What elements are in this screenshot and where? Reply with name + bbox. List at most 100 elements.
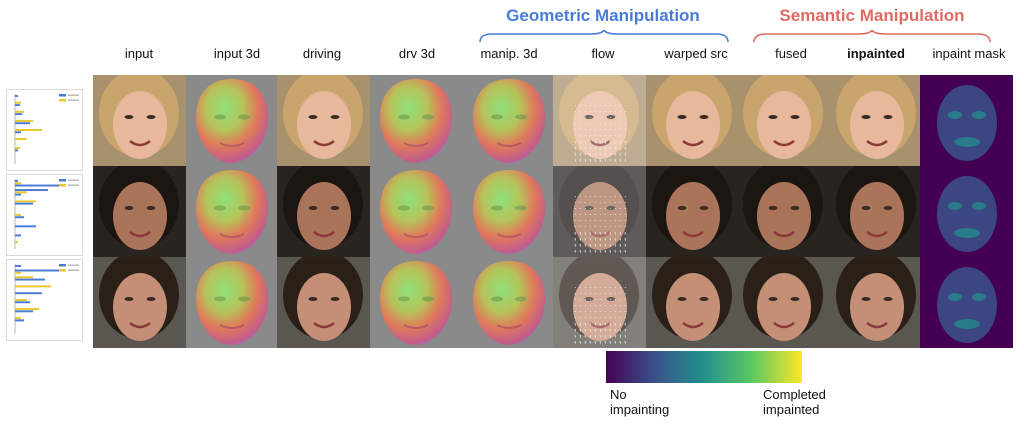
- flow-vector: [584, 298, 586, 301]
- flow-vector: [579, 158, 581, 162]
- mouth: [682, 230, 704, 238]
- result-grid: [93, 75, 1024, 348]
- mask-face: [937, 267, 997, 343]
- mouth: [313, 321, 335, 329]
- grid-cell-mesh: [370, 75, 463, 166]
- chart-bar: [15, 299, 27, 301]
- eye: [699, 115, 709, 119]
- grid-cell-face: [830, 166, 923, 257]
- column-label-fused: fused: [775, 46, 807, 61]
- mouth: [313, 230, 335, 238]
- colorbar-low-line2: impainting: [610, 402, 670, 417]
- flow-vector: [574, 152, 576, 156]
- flow-vector: [624, 328, 626, 332]
- flow-vector: [579, 122, 581, 125]
- mouth: [129, 321, 151, 329]
- flow-vector: [614, 304, 616, 307]
- chart-legend-swatch: [59, 264, 66, 267]
- grid-cell-mesh: [186, 257, 279, 348]
- flow-vector: [589, 122, 591, 125]
- mesh-head: [473, 261, 545, 345]
- flow-vector: [574, 334, 576, 338]
- face-image: [93, 75, 186, 166]
- column-label-input: input: [124, 46, 154, 61]
- mouth: [773, 321, 795, 329]
- flow-vector: [604, 116, 606, 119]
- flow-vector: [584, 334, 586, 338]
- mesh-eye: [491, 296, 503, 302]
- eye: [699, 297, 709, 301]
- mesh-eye: [398, 205, 410, 211]
- flow-vector: [579, 340, 581, 344]
- flow-vector: [604, 213, 606, 216]
- flow-vector: [614, 316, 616, 319]
- flow-vector: [589, 316, 591, 319]
- mesh-mouth: [403, 324, 429, 329]
- flow-vector: [624, 207, 626, 210]
- grid-cell-mesh: [186, 75, 279, 166]
- flow-vector: [609, 134, 611, 137]
- flow-vector: [594, 104, 596, 107]
- chart-legend-text: [68, 184, 79, 186]
- flow-vector: [624, 292, 626, 295]
- flow-vector: [599, 249, 601, 253]
- flow-vector: [574, 201, 576, 204]
- eye: [584, 115, 594, 119]
- flow-vector: [614, 104, 616, 107]
- flow-vector: [574, 328, 576, 332]
- eye: [124, 206, 134, 210]
- flow-vector: [574, 298, 576, 301]
- chart-legend-text: [68, 99, 79, 101]
- mesh-image: [186, 75, 279, 166]
- flow-vector: [609, 116, 611, 119]
- flow-vector: [574, 249, 576, 253]
- flow-vector: [599, 225, 601, 228]
- face: [113, 182, 167, 250]
- eye: [308, 206, 318, 210]
- flow-vector: [579, 146, 581, 150]
- eye: [861, 206, 871, 210]
- face: [757, 273, 811, 341]
- flow-vector: [574, 122, 576, 125]
- flow-vector: [614, 286, 616, 289]
- face: [573, 273, 627, 341]
- flow-vector: [614, 322, 616, 326]
- chart-bar: [15, 122, 30, 125]
- semantic-brace: [753, 30, 991, 43]
- mesh-head: [473, 79, 545, 163]
- mesh-eye: [398, 296, 410, 302]
- flow-vector: [624, 213, 626, 216]
- mouth: [682, 139, 704, 147]
- eye: [790, 115, 800, 119]
- flow-vector: [609, 286, 611, 289]
- mesh-eye: [214, 114, 226, 120]
- chart-bar: [15, 216, 24, 219]
- face-image: [277, 166, 370, 257]
- flow-vector: [619, 146, 621, 150]
- face-image: [830, 166, 923, 257]
- face: [113, 91, 167, 159]
- grid-cell-face: [93, 257, 186, 348]
- flow-vector: [599, 322, 601, 326]
- mask-eye: [972, 293, 986, 301]
- face-image: [737, 257, 830, 348]
- mesh-image: [463, 257, 556, 348]
- flow-vector: [584, 286, 586, 289]
- flow-vector: [604, 207, 606, 210]
- flow-vector: [609, 310, 611, 313]
- colorbar-high-line2: impainted: [763, 402, 820, 417]
- flow-vector: [614, 146, 616, 150]
- column-label-flow: flow: [591, 46, 615, 61]
- flow-vector: [614, 128, 616, 131]
- flow-vector: [599, 116, 601, 119]
- grid-cell-face: [93, 166, 186, 257]
- chart-bar: [15, 225, 36, 228]
- flow-vector: [594, 201, 596, 204]
- flow-vector: [604, 334, 606, 338]
- flow-vector: [614, 292, 616, 295]
- flow-vector: [589, 213, 591, 216]
- face-image: [277, 75, 370, 166]
- flow-vector: [624, 286, 626, 289]
- flow-vector: [614, 334, 616, 338]
- flow-vector: [574, 213, 576, 216]
